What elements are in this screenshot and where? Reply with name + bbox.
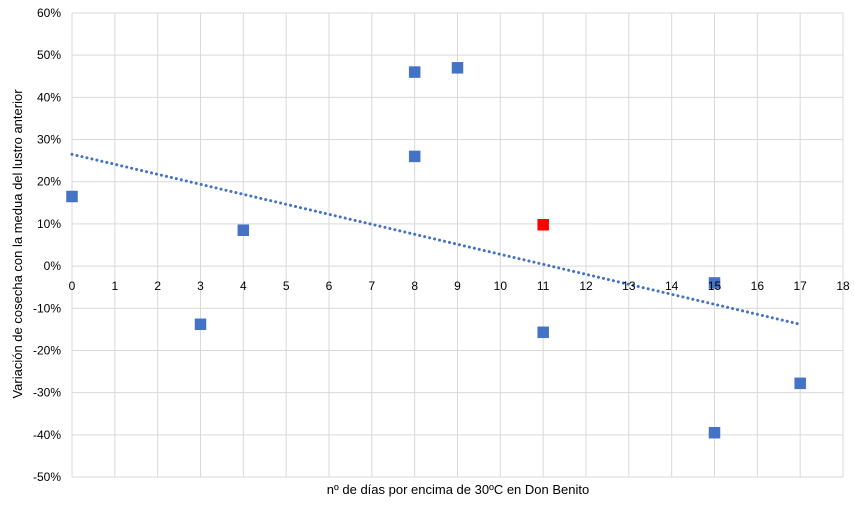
x-tick-label: 1 — [111, 279, 118, 293]
x-tick-label: 14 — [665, 279, 679, 293]
data-point — [66, 190, 78, 203]
y-tick-label: 20% — [37, 175, 61, 189]
x-tick-label: 5 — [283, 279, 290, 293]
y-tick-label: -50% — [33, 470, 61, 484]
x-tick-label: 0 — [69, 279, 76, 293]
data-point — [408, 66, 421, 78]
y-tick-label: 60% — [37, 6, 61, 20]
y-tick-label: 40% — [37, 90, 61, 104]
x-tick-label: 6 — [326, 279, 333, 293]
data-point — [708, 277, 721, 289]
x-tick-label: 13 — [622, 279, 636, 293]
x-tick-label: 4 — [240, 279, 247, 293]
x-tick-label: 2 — [154, 279, 161, 293]
x-tick-label: 9 — [454, 279, 461, 293]
y-tick-label: -20% — [33, 343, 61, 357]
x-tick-label: 11 — [537, 279, 550, 293]
data-point — [237, 224, 250, 236]
data-point — [451, 62, 464, 74]
y-tick-label: -40% — [33, 428, 61, 442]
y-tick-label: 0% — [44, 259, 62, 273]
x-tick-label: 10 — [494, 279, 508, 293]
x-tick-label: 18 — [836, 279, 850, 293]
y-tick-labels: 60% 50% 40% 30% 20% 10% 0% -10% -20% -30% -40% -50% — [33, 6, 61, 484]
x-tick-labels: 0 1 2 3 4 5 6 7 8 9 10 11 12 13 14 15 16 17 18 — [69, 279, 850, 293]
x-tick-label: 3 — [197, 279, 204, 293]
y-tick-label: 30% — [37, 133, 61, 147]
grid — [71, 12, 844, 478]
x-tick-label: 12 — [579, 279, 593, 293]
data-point — [194, 318, 207, 331]
y-tick-label: -30% — [33, 386, 61, 400]
data-point — [408, 150, 421, 163]
y-tick-label: 50% — [37, 48, 61, 62]
data-point — [794, 377, 806, 390]
x-tick-label: 7 — [368, 279, 375, 293]
data-point — [537, 219, 549, 231]
y-tick-label: 10% — [37, 217, 61, 231]
x-tick-label: 15 — [708, 279, 722, 293]
x-tick-label: 8 — [411, 279, 418, 293]
x-tick-label: 16 — [751, 279, 765, 293]
y-tick-label: -10% — [33, 301, 61, 315]
data-point — [708, 426, 721, 439]
x-tick-label: 17 — [793, 279, 807, 293]
trendline — [70, 152, 802, 326]
trendline-group — [70, 152, 802, 326]
data-points — [66, 62, 806, 439]
x-axis-title: nº de días por encima de 30ºC en Don Ben… — [327, 482, 589, 497]
data-point — [537, 326, 549, 339]
y-axis-title: Variación de cosecha con la medua del lu… — [10, 89, 25, 399]
